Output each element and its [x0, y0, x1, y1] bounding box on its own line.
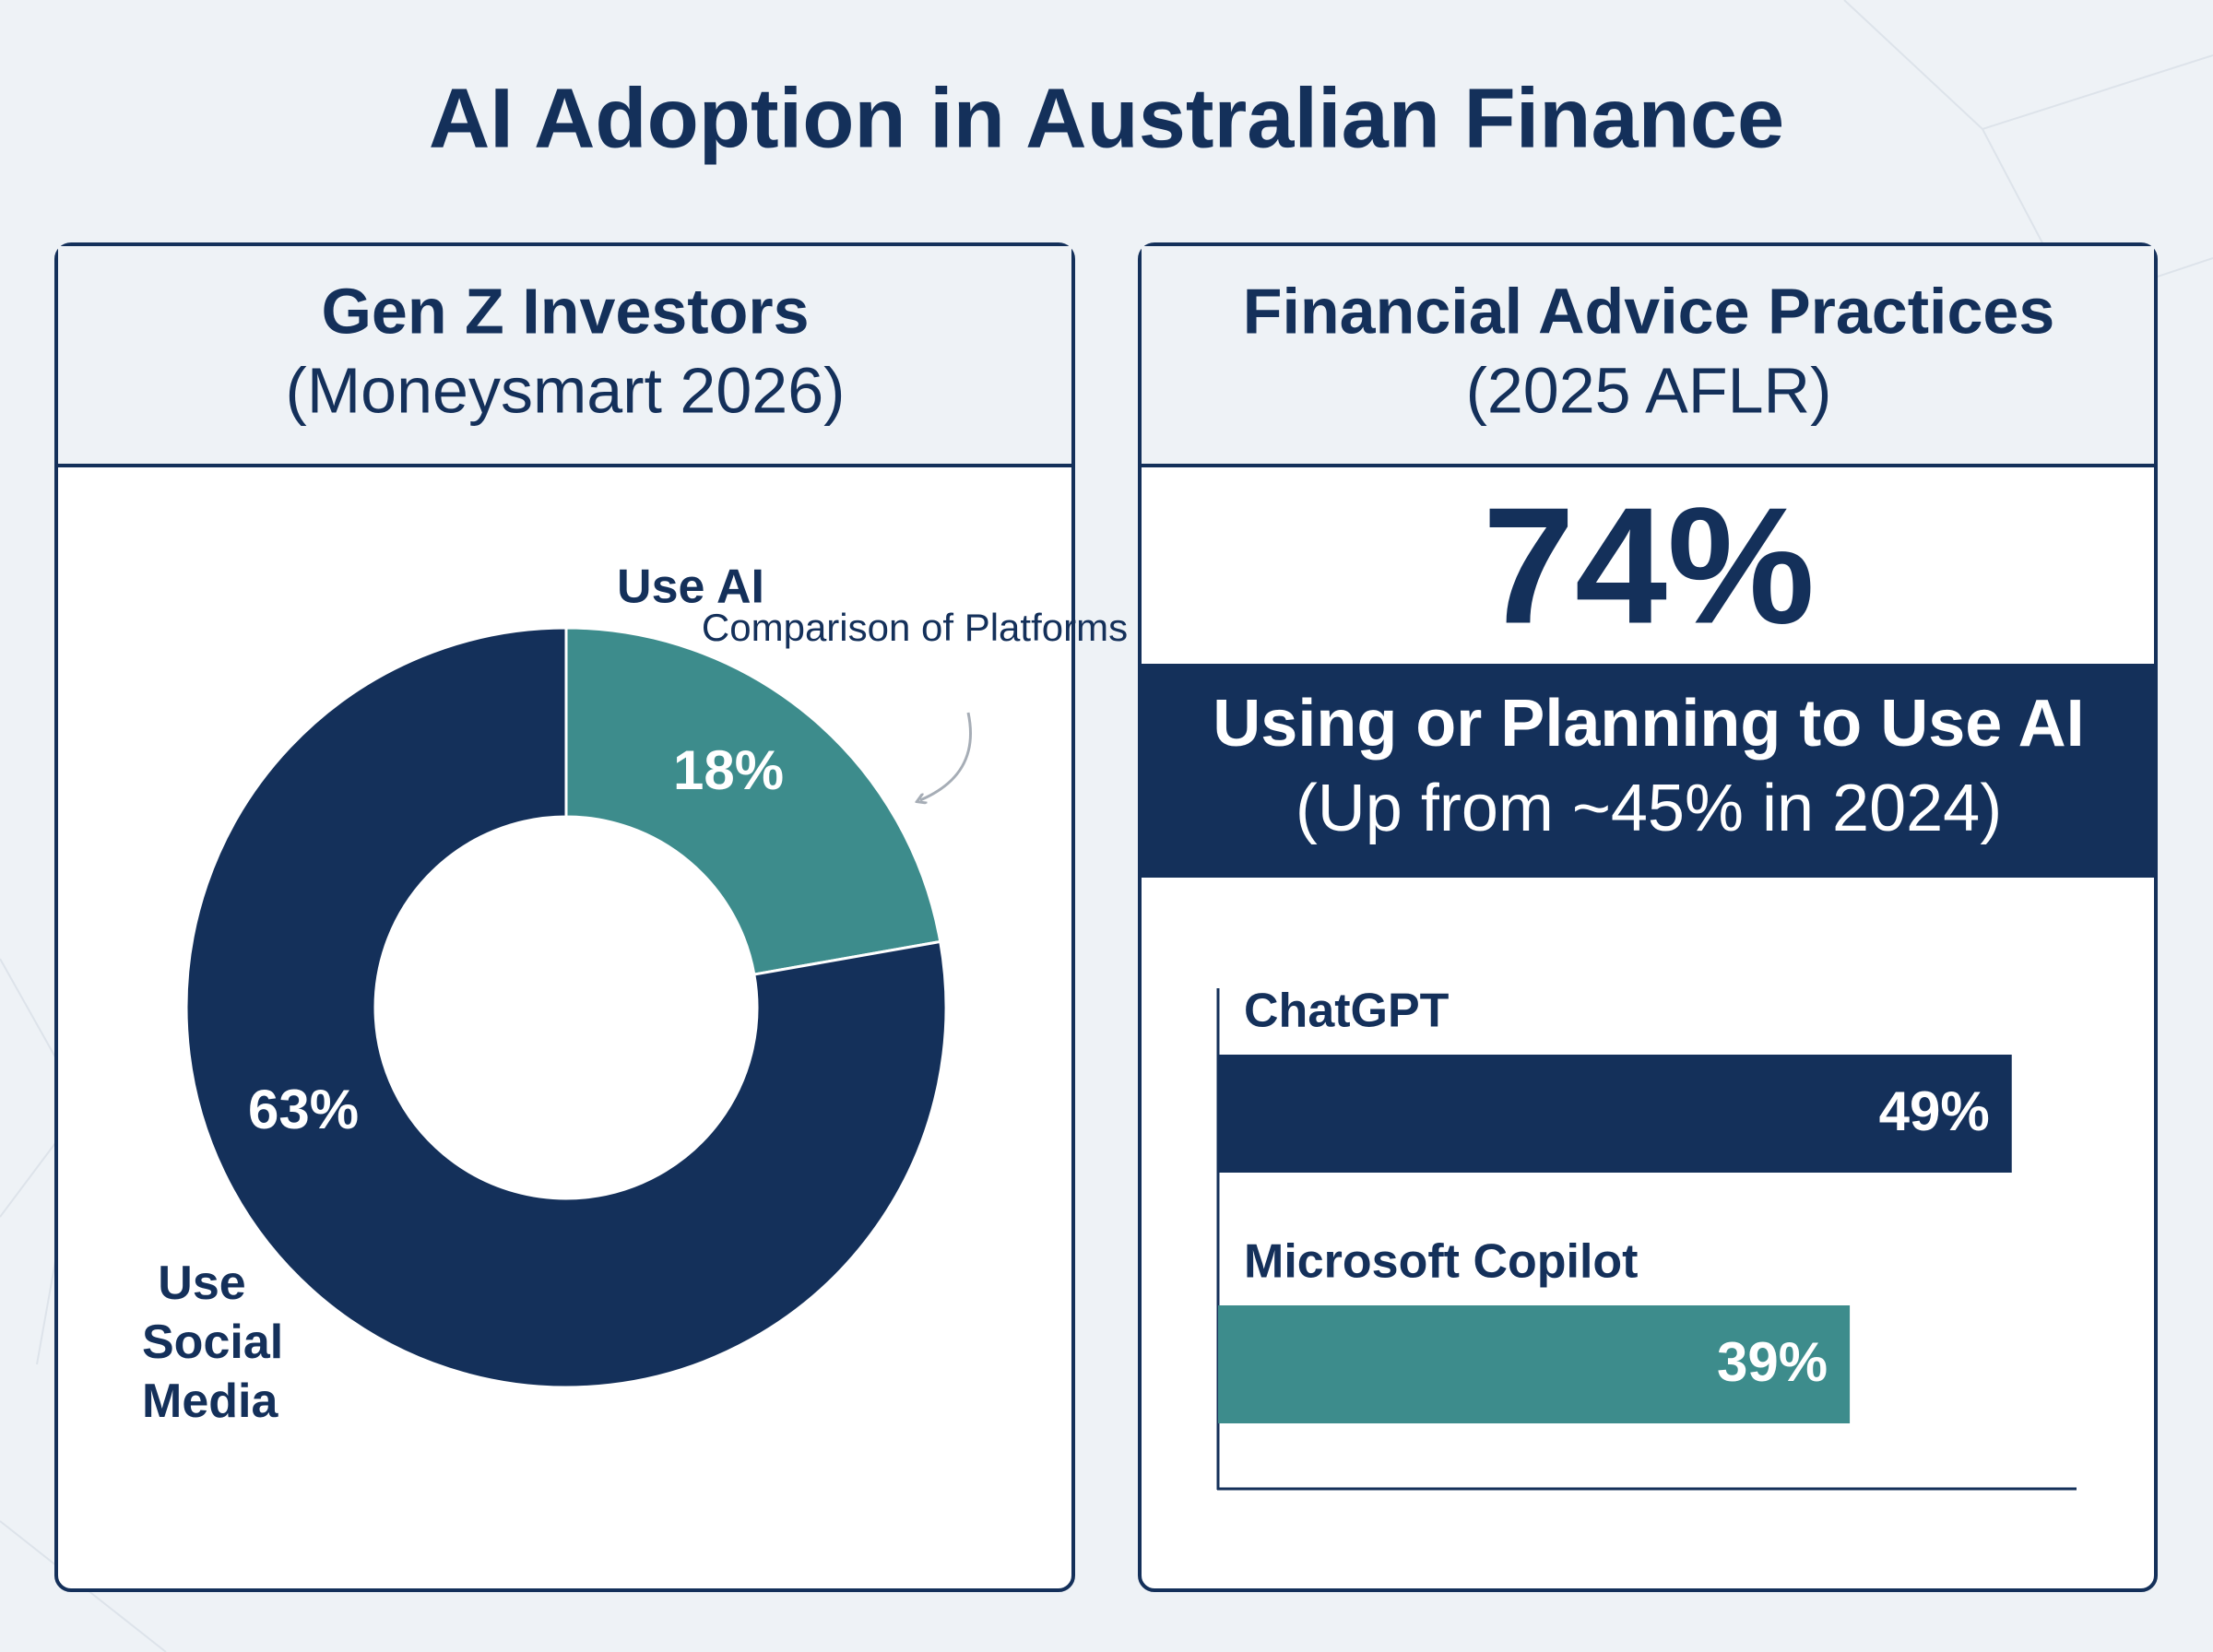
value-label: 49% — [1879, 1080, 1990, 1142]
highlight-caption: Using or Planning to Use AI — [1213, 687, 2084, 761]
panel — [1138, 242, 2158, 1592]
panel-subtitle: (Moneysmart 2026) — [286, 354, 846, 426]
category-label: ChatGPT — [1244, 985, 1450, 1038]
panel-title: Financial Advice Practices — [1243, 275, 2055, 347]
bar — [1218, 1055, 2012, 1173]
highlight-stat: 74% — [1483, 474, 1815, 659]
value-label: 18% — [673, 739, 784, 801]
category-label: Microsoft Copilot — [1244, 1235, 1639, 1289]
donut-segment — [184, 626, 948, 1389]
page-title: AI Adoption in Australian Finance — [429, 71, 1784, 165]
annotation: Comparison of Platforms — [702, 606, 1128, 649]
value-label: 39% — [1717, 1331, 1828, 1393]
annotation-text: Comparison of Platforms — [702, 606, 1128, 649]
value-label: 63% — [248, 1079, 359, 1140]
panel-subtitle: (2025 AFLR) — [1466, 354, 1832, 426]
panel-header — [58, 246, 1071, 466]
category-label: Use AI — [617, 560, 764, 614]
bar — [1218, 1305, 1851, 1423]
donut-segment — [564, 626, 942, 976]
label-box: Use Social Media — [142, 1257, 284, 1428]
category-label: Use Social Media — [142, 1257, 284, 1428]
panel-header — [1142, 246, 2154, 466]
highlight-note: (Up from ~45% in 2024) — [1296, 772, 2002, 845]
annotation-arrow — [920, 712, 973, 800]
panel-title: Gen Z Investors — [321, 275, 809, 347]
highlight-band — [1142, 664, 2154, 878]
